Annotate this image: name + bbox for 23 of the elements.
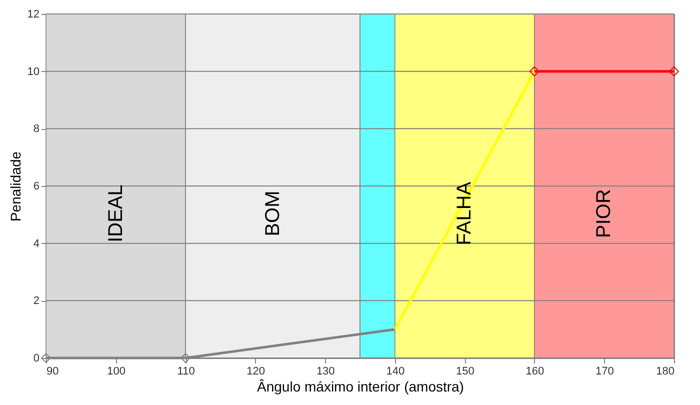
band-label: BOM bbox=[262, 190, 284, 236]
x-tick-label: 90 bbox=[46, 366, 59, 378]
band-label: FALHA bbox=[454, 181, 476, 246]
x-tick-label: 160 bbox=[526, 366, 544, 378]
x-tick-label: 100 bbox=[107, 366, 126, 378]
x-tick-label: 180 bbox=[656, 366, 674, 378]
x-axis-title: Ângulo máximo interior (amostra) bbox=[257, 378, 464, 394]
x-tick-label: 170 bbox=[596, 366, 614, 378]
x-tick-label: 140 bbox=[386, 366, 405, 378]
y-tick-label: 2 bbox=[33, 295, 40, 308]
x-tick-label: 110 bbox=[177, 366, 195, 378]
y-tick-label: 6 bbox=[33, 180, 40, 192]
band-label: IDEAL bbox=[104, 184, 127, 242]
y-axis-title: Penalidade bbox=[7, 151, 24, 222]
x-tick-label: 130 bbox=[316, 366, 335, 378]
x-tick-label: 120 bbox=[246, 366, 266, 378]
x-tick-label: 150 bbox=[456, 366, 474, 378]
y-tick-label: 4 bbox=[33, 238, 40, 250]
y-tick-label: 0 bbox=[33, 352, 40, 364]
y-tick-label: 8 bbox=[33, 123, 40, 136]
y-tick-label: 12 bbox=[27, 8, 40, 20]
band-label: PIOR bbox=[593, 189, 616, 238]
y-tick-label: 10 bbox=[27, 66, 40, 78]
